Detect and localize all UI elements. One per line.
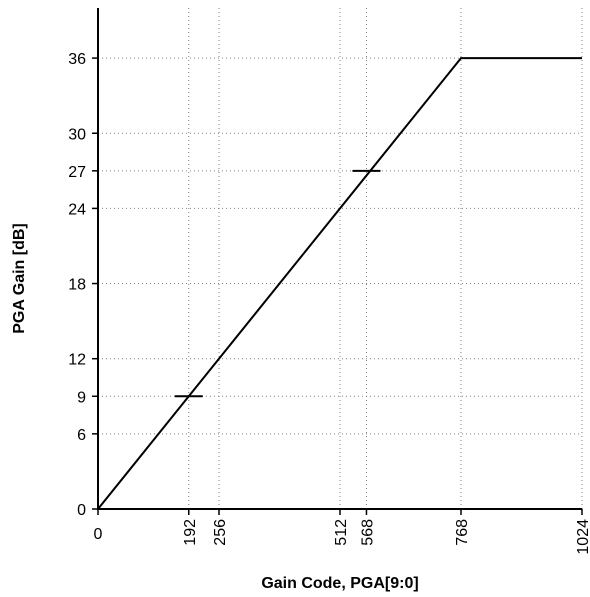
tick-labels: 0 192 256 512 568 768 1024 0 6 9 12 18 24 27 30 36 [68, 51, 590, 554]
y-tick-label: 9 [77, 389, 86, 406]
x-tick-label: 568 [359, 519, 376, 546]
y-tick-label: 30 [68, 126, 86, 143]
x-tick-label: 512 [333, 519, 350, 546]
y-tick-label: 6 [77, 427, 86, 444]
y-tick-label: 18 [68, 277, 86, 294]
x-tick-label: 768 [454, 519, 471, 546]
x-tick-label: 256 [212, 519, 229, 546]
y-tick-label: 27 [68, 164, 86, 181]
x-tick-label: 0 [94, 526, 103, 543]
markers [174, 169, 381, 398]
series [97, 57, 582, 510]
grid-lines [98, 8, 583, 509]
y-tick-label: 12 [68, 352, 86, 369]
y-tick-label: 24 [68, 201, 86, 218]
gain-curve-line [97, 57, 582, 510]
x-tick-label: 192 [182, 519, 199, 546]
axes [92, 8, 583, 515]
x-tick-label: 1024 [575, 519, 590, 555]
x-axis-title: Gain Code, PGA[9:0] [261, 575, 418, 592]
y-tick-label: 36 [68, 51, 86, 68]
y-axis-title: PGA Gain [dB] [11, 223, 28, 334]
y-tick-label: 0 [77, 502, 86, 519]
